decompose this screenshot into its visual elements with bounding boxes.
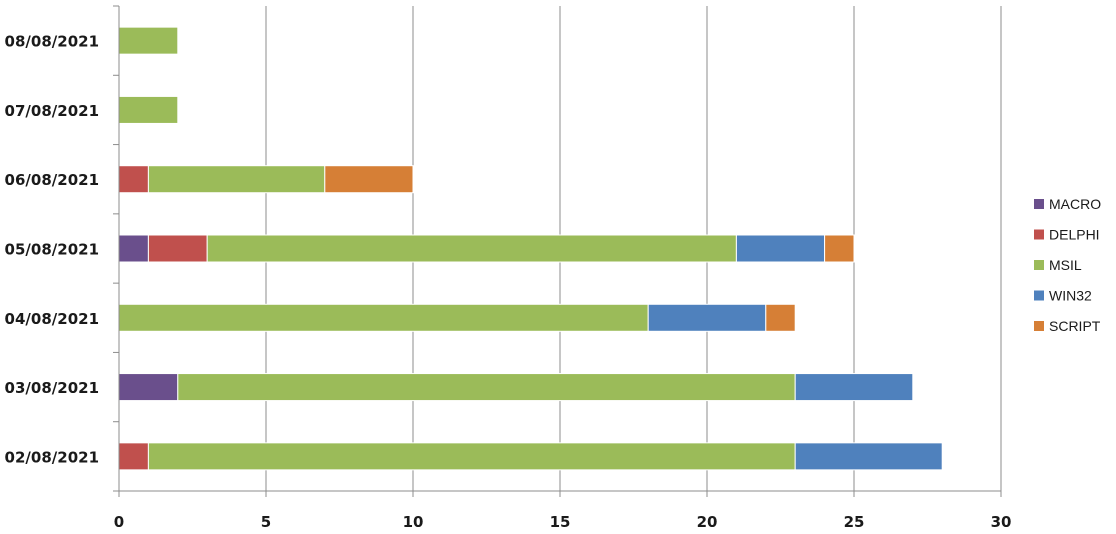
legend-swatch-delphi [1034, 229, 1044, 240]
category-label: 08/08/2021 [5, 33, 99, 51]
legend-swatch-win32 [1034, 290, 1044, 301]
bar-segment-delphi [118, 165, 149, 194]
bar-segment-win32 [794, 373, 914, 402]
bar-segment-msil [118, 26, 179, 55]
legend-label-macro: MACRO [1049, 196, 1101, 212]
legend-swatch-script [1034, 321, 1044, 331]
x-tick-label: 10 [403, 513, 424, 531]
legend-swatch-macro [1034, 199, 1044, 209]
x-tick-label: 20 [697, 513, 718, 531]
bar-segment-script [765, 303, 796, 332]
bar-segment-script [324, 165, 414, 194]
bar-segment-msil [118, 95, 179, 124]
bar-segment-msil [147, 165, 326, 194]
legend: MACRO DELPHI MSIL WIN32 SCRIPT [1034, 196, 1101, 334]
bar-segment-win32 [647, 303, 767, 332]
bar-segment-msil [118, 303, 649, 332]
category-label: 05/08/2021 [5, 241, 99, 259]
category-label: 04/08/2021 [5, 310, 99, 328]
x-tick-label: 15 [550, 513, 571, 531]
legend-label-delphi: DELPHI [1049, 227, 1100, 243]
bar-segment-delphi [147, 234, 208, 263]
x-tick-label: 25 [844, 513, 865, 531]
category-label: 06/08/2021 [5, 171, 99, 189]
bar-segment-msil [147, 442, 796, 471]
category-label: 07/08/2021 [5, 102, 99, 120]
x-tick-label: 5 [261, 513, 271, 531]
x-tick-label: 30 [991, 513, 1012, 531]
x-tick-label: 0 [114, 513, 124, 531]
legend-swatch-msil [1034, 260, 1044, 270]
bar-segment-win32 [735, 234, 826, 263]
bar-segment-msil [177, 373, 796, 402]
bar-segment-win32 [794, 442, 943, 471]
bar-segment-macro [118, 373, 179, 402]
category-label: 03/08/2021 [5, 379, 99, 397]
x-tick-labels: 0 5 10 15 20 25 30 [114, 513, 1012, 531]
legend-label-win32: WIN32 [1049, 288, 1092, 304]
bar-segment-script [824, 234, 855, 263]
bar-segment-delphi [118, 442, 149, 471]
category-labels: 02/08/2021 03/08/2021 04/08/2021 05/08/2021… [5, 33, 99, 467]
axes [113, 5, 1002, 497]
legend-label-msil: MSIL [1049, 257, 1082, 273]
bar-segment-msil [206, 234, 737, 263]
bars [118, 26, 943, 471]
bar-segment-macro [118, 234, 149, 263]
category-label: 02/08/2021 [5, 448, 99, 466]
legend-label-script: SCRIPT [1049, 318, 1101, 334]
